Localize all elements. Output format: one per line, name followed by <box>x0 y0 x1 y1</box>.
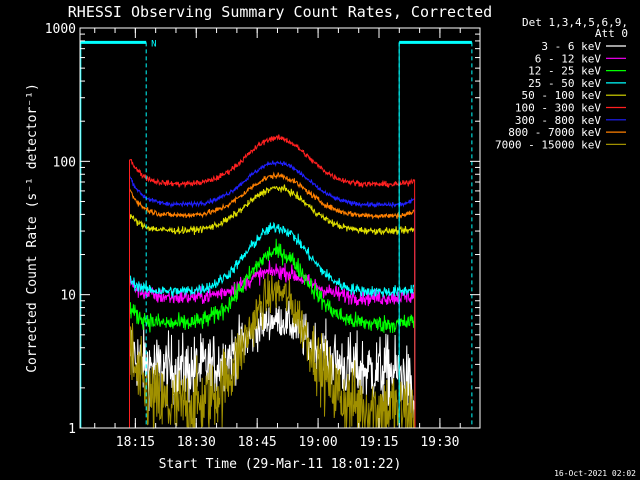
legend-entry: 3 - 6 keV <box>541 40 601 53</box>
series-line <box>129 272 416 430</box>
legend-entry: 12 - 25 keV <box>528 65 601 78</box>
legend-entry: 100 - 300 keV <box>515 102 601 115</box>
series-line <box>129 171 416 429</box>
legend-entry: 800 - 7000 keV <box>508 126 601 139</box>
plot-frame <box>79 27 481 429</box>
series-line <box>129 160 416 429</box>
x-tick-label: 18:45 <box>238 435 277 450</box>
x-tick-label: 18:30 <box>177 435 216 450</box>
y-tick-label: 100 <box>53 155 76 170</box>
legend-entry: 6 - 12 keV <box>535 52 602 65</box>
footer-timestamp: 16-Oct-2021 02:02 <box>554 469 636 478</box>
y-tick-label: 1000 <box>45 22 76 37</box>
chart-title: RHESSI Observing Summary Count Rates, Co… <box>68 3 492 21</box>
night-flag-label: N <box>151 39 156 49</box>
legend-header: Det 1,3,4,5,6,9, <box>522 16 628 29</box>
legend-entry: 300 - 800 keV <box>515 114 601 127</box>
legend-header: Att 0 <box>595 27 628 40</box>
series-line <box>129 134 416 429</box>
y-tick-label: 10 <box>60 289 76 304</box>
legend-entry: 50 - 100 keV <box>522 89 602 102</box>
legend-entry: 7000 - 15000 keV <box>495 138 601 151</box>
y-tick-label: 1 <box>68 422 76 437</box>
legend-entry: 25 - 50 keV <box>528 77 601 90</box>
y-axis-label: Corrected Count Rate (s⁻¹ detector⁻¹) <box>25 83 40 373</box>
series-layer <box>129 134 416 430</box>
x-tick-label: 18:15 <box>116 435 155 450</box>
x-tick-label: 19:15 <box>359 435 398 450</box>
series-line <box>129 238 416 429</box>
x-axis-label: Start Time (29-Mar-11 18:01:22) <box>159 457 402 472</box>
series-line <box>129 221 416 429</box>
axis-layer: 1 10 100 1000 18:15 18:30 18:45 19:00 19:15 19:30 <box>45 22 480 450</box>
series-line <box>129 300 416 429</box>
series-line <box>129 184 416 429</box>
x-tick-label: 19:00 <box>299 435 338 450</box>
x-tick-label: 19:30 <box>420 435 459 450</box>
